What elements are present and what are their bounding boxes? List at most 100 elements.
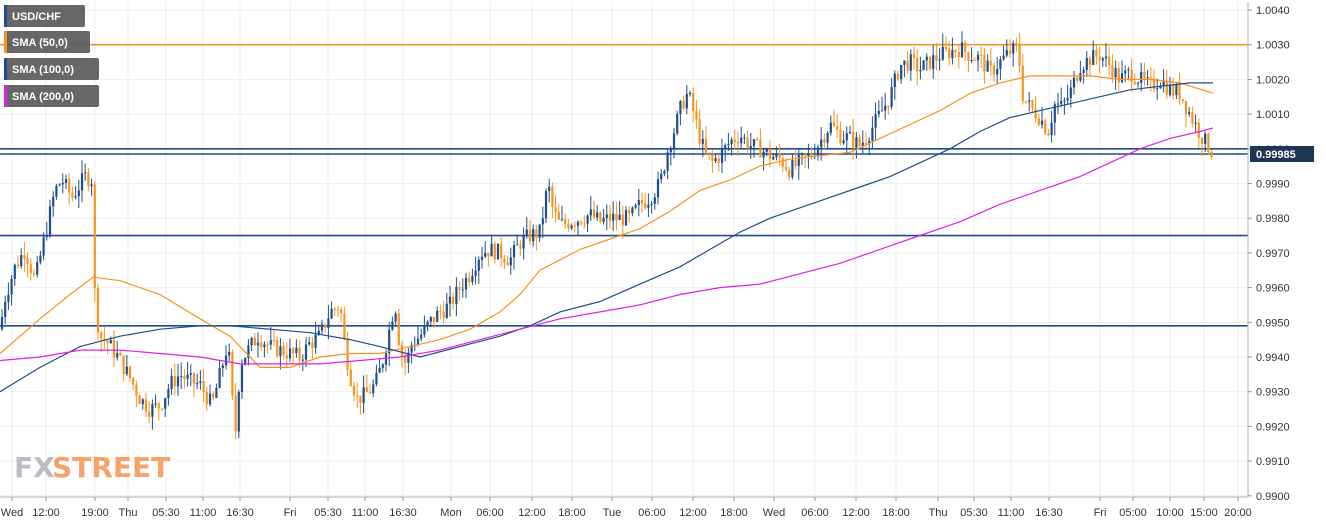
- candle: [224, 345, 228, 370]
- candle: [458, 281, 461, 301]
- candle: [199, 370, 202, 390]
- time-axis: Wed 12:00 19:00 Thu 05:30 11:00 16:30 Fri 05:30 1…: [0, 496, 1252, 519]
- candle: [135, 380, 138, 407]
- candle: [106, 339, 109, 355]
- candle: [32, 269, 36, 277]
- candle: [407, 347, 410, 374]
- candle: [957, 43, 960, 69]
- candle: [992, 62, 996, 82]
- candle: [170, 368, 173, 395]
- candle: [333, 306, 336, 316]
- candle: [1136, 81, 1140, 88]
- candle: [208, 384, 212, 407]
- candle: [544, 188, 548, 224]
- candle: [740, 126, 743, 150]
- candle: [708, 152, 711, 160]
- legend-item[interactable]: USD/CHF: [4, 5, 85, 27]
- candle: [420, 328, 423, 342]
- candle: [570, 223, 573, 231]
- candle: [1165, 69, 1168, 100]
- candle: [1188, 107, 1191, 117]
- candle: [196, 373, 199, 390]
- candle: [410, 341, 413, 364]
- candle: [0, 309, 4, 331]
- candle: [228, 343, 231, 362]
- candle: [1005, 39, 1008, 58]
- candle: [1047, 129, 1050, 137]
- candle: [119, 350, 122, 356]
- candle: [400, 340, 404, 368]
- sma50-line: [0, 75, 1214, 368]
- candle: [452, 292, 455, 310]
- candle: [612, 201, 615, 231]
- candle: [109, 336, 112, 344]
- x-tick-label: 05:30: [314, 507, 342, 519]
- current-price-label: 0.99985: [1256, 149, 1296, 161]
- candle: [1050, 110, 1053, 143]
- candle: [20, 248, 23, 269]
- legend-item[interactable]: SMA (100,0): [4, 58, 99, 80]
- candle: [362, 375, 365, 414]
- fxstreet-logo: FX STREET: [14, 451, 170, 484]
- candle: [602, 208, 605, 225]
- candle: [1044, 118, 1047, 136]
- candle: [1181, 99, 1184, 104]
- candle: [861, 130, 864, 155]
- candle: [141, 398, 144, 410]
- candle: [125, 354, 128, 376]
- y-tick-label: 0.9930: [1256, 387, 1290, 399]
- candle: [324, 323, 327, 333]
- x-tick-label: 12:00: [32, 507, 60, 519]
- x-tick-label: 06:00: [476, 507, 504, 519]
- x-tick-label: Wed: [763, 507, 785, 519]
- x-tick-label: 06:00: [801, 507, 829, 519]
- candle: [327, 304, 330, 340]
- candle: [375, 364, 378, 387]
- candle: [797, 148, 800, 180]
- candle: [352, 381, 356, 402]
- x-tick-label: Wed: [1, 507, 23, 519]
- candle: [986, 54, 989, 72]
- candle: [71, 186, 74, 202]
- candle: [765, 147, 768, 157]
- candle: [554, 195, 557, 223]
- candle: [880, 96, 884, 112]
- x-tick-label: 16:30: [1035, 507, 1063, 519]
- candle: [288, 338, 292, 363]
- candle: [983, 48, 986, 84]
- candle: [567, 218, 570, 232]
- candle: [733, 129, 736, 150]
- candle: [519, 239, 522, 256]
- legend: USD/CHF SMA (50,0) SMA (100,0) SMA (200,0): [4, 5, 99, 107]
- candles: [0, 31, 1213, 440]
- legend-item[interactable]: SMA (50,0): [4, 31, 90, 53]
- candle: [1191, 106, 1194, 128]
- candle: [615, 201, 618, 231]
- candle: [839, 121, 842, 146]
- candle: [218, 360, 221, 389]
- x-tick-label: 05:30: [152, 507, 180, 519]
- candle: [388, 322, 391, 367]
- candle: [858, 134, 861, 149]
- candle: [1066, 84, 1069, 105]
- legend-label: SMA (100,0): [12, 64, 74, 76]
- candle: [202, 368, 205, 402]
- candle: [685, 85, 688, 115]
- candle: [10, 274, 13, 306]
- candle: [442, 300, 445, 324]
- legend-item[interactable]: SMA (200,0): [4, 85, 99, 107]
- candle: [36, 256, 39, 278]
- candle: [692, 87, 695, 123]
- candle: [877, 100, 880, 118]
- x-tick-label: 11:00: [190, 507, 217, 519]
- candle: [778, 143, 781, 166]
- candle: [586, 214, 589, 233]
- y-tick-label: 0.9910: [1256, 456, 1290, 468]
- candle: [868, 137, 871, 156]
- candle: [48, 199, 52, 238]
- x-tick-label: 15:00: [1190, 507, 1218, 519]
- candle: [676, 110, 679, 136]
- candle: [1034, 96, 1037, 123]
- candle: [1104, 43, 1108, 67]
- candle: [989, 48, 992, 76]
